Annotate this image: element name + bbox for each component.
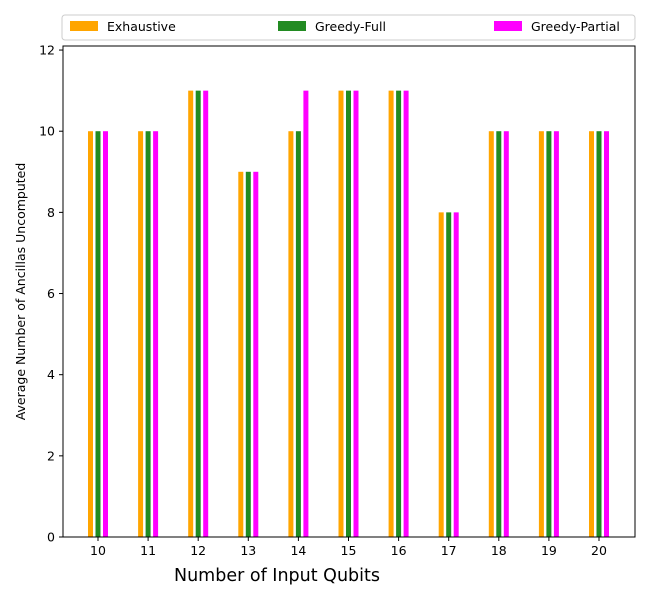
x-tick-label-18: 18 — [491, 543, 507, 558]
legend-frame — [61, 14, 636, 41]
y-tick-label-2: 2 — [47, 448, 55, 463]
x-tick-label-16: 16 — [391, 543, 407, 558]
bar-greedy-full-14 — [295, 131, 301, 537]
x-tick-label-12: 12 — [190, 543, 206, 558]
legend-swatch-greedy-partial — [494, 21, 522, 31]
y-tick-label-10: 10 — [39, 124, 55, 139]
bar-greedy-full-15 — [346, 90, 351, 537]
bar-exhaustive-12 — [188, 90, 194, 537]
bar-exhaustive-15 — [338, 90, 344, 537]
x-tick-label-20: 20 — [591, 543, 607, 558]
y-axis: 0 2 4 6 8 10 12 — [39, 43, 63, 545]
bar-exhaustive-10 — [88, 131, 93, 537]
bar-greedy-partial-20 — [604, 131, 609, 537]
bar-greedy-partial-10 — [103, 131, 108, 537]
bar-greedy-partial-11 — [153, 131, 159, 537]
y-tick-label-0: 0 — [47, 530, 55, 545]
bars-group — [88, 90, 609, 538]
bar-greedy-full-16 — [396, 90, 402, 537]
bar-greedy-full-20 — [596, 131, 602, 537]
bar-exhaustive-19 — [538, 131, 544, 537]
y-tick-label-4: 4 — [47, 367, 55, 382]
bar-greedy-partial-19 — [553, 131, 559, 537]
legend-label-greedy-partial: Greedy-Partial — [531, 19, 620, 34]
legend-label-exhaustive: Exhaustive — [107, 19, 176, 34]
bar-exhaustive-17 — [438, 212, 444, 537]
x-tick-label-11: 11 — [140, 543, 156, 558]
bar-greedy-full-18 — [496, 131, 502, 537]
y-tick-label-8: 8 — [47, 205, 55, 220]
bar-exhaustive-18 — [488, 131, 494, 537]
y-axis-label: Average Number of Ancillas Uncomputed — [13, 163, 28, 421]
legend: Exhaustive Greedy-Full Greedy-Partial — [61, 14, 636, 41]
bar-greedy-partial-17 — [453, 212, 459, 537]
bar-greedy-partial-15 — [353, 90, 359, 537]
x-axis-label: Number of Input Qubits — [174, 566, 380, 586]
bar-greedy-partial-14 — [303, 90, 309, 537]
x-tick-label-13: 13 — [240, 543, 256, 558]
legend-label-greedy-full: Greedy-Full — [315, 19, 386, 34]
x-tick-label-19: 19 — [541, 543, 557, 558]
legend-swatch-exhaustive — [70, 21, 98, 31]
x-tick-label-10: 10 — [90, 543, 106, 558]
bar-greedy-full-12 — [195, 90, 201, 537]
bar-greedy-partial-16 — [403, 90, 409, 537]
bar-exhaustive-16 — [388, 90, 394, 537]
legend-swatch-greedy-full — [278, 21, 306, 31]
bar-exhaustive-20 — [589, 131, 594, 537]
bar-greedy-full-17 — [446, 212, 452, 537]
bar-greedy-full-13 — [245, 171, 251, 538]
bar-greedy-full-10 — [95, 131, 101, 537]
bar-greedy-partial-18 — [503, 131, 509, 537]
y-tick-label-12: 12 — [39, 43, 55, 58]
bar-greedy-full-19 — [546, 131, 552, 537]
bar-greedy-full-11 — [145, 131, 151, 537]
bar-exhaustive-14 — [288, 131, 294, 537]
x-tick-label-15: 15 — [341, 543, 357, 558]
bar-exhaustive-11 — [138, 131, 144, 537]
x-axis: 10 11 12 13 14 15 16 17 18 19 20 — [90, 537, 607, 558]
y-tick-label-6: 6 — [47, 286, 55, 301]
bar-greedy-partial-12 — [203, 90, 209, 537]
x-tick-label-17: 17 — [441, 543, 457, 558]
bar-exhaustive-13 — [238, 171, 244, 538]
x-tick-label-14: 14 — [290, 543, 306, 558]
bar-greedy-partial-13 — [253, 171, 259, 538]
